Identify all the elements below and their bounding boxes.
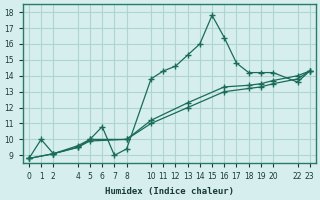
X-axis label: Humidex (Indice chaleur): Humidex (Indice chaleur) — [105, 187, 234, 196]
